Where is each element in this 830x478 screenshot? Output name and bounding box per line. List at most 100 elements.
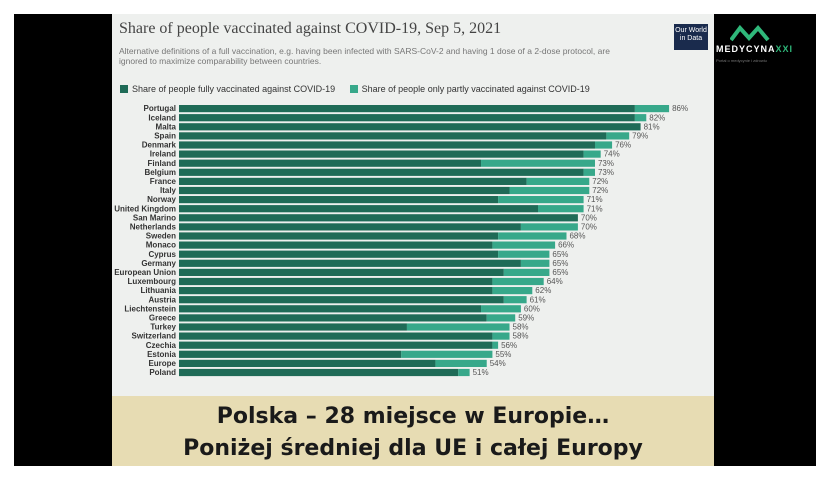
bar-fully-vaccinated — [179, 141, 595, 149]
bar-fully-vaccinated — [179, 105, 635, 113]
bar-fully-vaccinated — [179, 177, 527, 185]
bar-fully-vaccinated — [179, 305, 482, 313]
value-label: 65% — [552, 250, 568, 259]
value-label: 51% — [473, 368, 489, 377]
bar-fully-vaccinated — [179, 368, 459, 377]
category-label: Luxembourg — [128, 277, 177, 286]
value-label: 79% — [632, 132, 648, 141]
category-label: Switzerland — [132, 332, 177, 341]
caption-banner: Polska – 28 miejsce w Europie… Poniżej ś… — [112, 396, 714, 466]
value-label: 55% — [495, 350, 511, 359]
bar-partly-vaccinated — [634, 114, 647, 122]
bar-partly-vaccinated — [520, 223, 578, 231]
category-label: Finland — [148, 159, 177, 168]
value-label: 66% — [558, 241, 574, 250]
category-label: Germany — [141, 259, 176, 268]
bar-fully-vaccinated — [179, 250, 499, 258]
bar-partly-vaccinated — [481, 159, 595, 167]
legend-label-partly: Share of people only partly vaccinated a… — [361, 84, 590, 94]
bar-partly-vaccinated — [509, 186, 590, 195]
value-label: 71% — [587, 195, 603, 204]
caption-line-2: Poniżej średniej dla UE i całej Europy — [183, 436, 643, 461]
bar-partly-vaccinated — [520, 259, 550, 267]
bar-partly-vaccinated — [406, 323, 510, 331]
value-label: 72% — [592, 177, 608, 186]
bar-partly-vaccinated — [492, 341, 499, 349]
legend-swatch-partly — [349, 85, 358, 93]
bar-fully-vaccinated — [179, 259, 521, 267]
legend-swatch-fully — [120, 85, 128, 93]
value-label: 58% — [513, 332, 529, 341]
bar-partly-vaccinated — [538, 205, 584, 213]
bar-partly-vaccinated — [498, 196, 584, 204]
brand-name: MEDYCYNAXXI — [716, 44, 794, 54]
category-label: Turkey — [150, 323, 176, 332]
value-label: 70% — [581, 223, 597, 232]
legend-item-fully: Share of people fully vaccinated against… — [120, 84, 335, 94]
category-label: Europe — [148, 359, 176, 368]
bar-partly-vaccinated — [583, 150, 601, 158]
category-label: Cyprus — [148, 250, 176, 259]
bar-partly-vaccinated — [498, 250, 550, 258]
chart-legend: Share of people fully vaccinated against… — [120, 84, 602, 95]
chart-title: Share of people vaccinated against COVID… — [119, 20, 502, 37]
value-label: 65% — [552, 259, 568, 268]
bar-fully-vaccinated — [179, 350, 402, 358]
category-label: Denmark — [142, 141, 177, 150]
value-label: 81% — [644, 122, 660, 131]
value-label: 72% — [592, 186, 608, 195]
bar-fully-vaccinated — [179, 268, 504, 276]
category-label: Lithuania — [140, 286, 176, 295]
category-label: France — [150, 177, 177, 186]
value-label: 74% — [604, 150, 620, 159]
brand-mountain-icon — [730, 24, 770, 42]
value-label: 54% — [490, 359, 506, 368]
value-label: 70% — [581, 213, 597, 222]
bar-partly-vaccinated — [634, 105, 670, 113]
value-label: 82% — [649, 113, 665, 122]
category-label: Norway — [147, 195, 176, 204]
bar-fully-vaccinated — [179, 287, 493, 295]
value-label: 58% — [513, 323, 529, 332]
bar-partly-vaccinated — [492, 332, 510, 340]
bar-fully-vaccinated — [179, 296, 504, 304]
category-label: United Kingdom — [114, 204, 176, 213]
bar-fully-vaccinated — [179, 332, 493, 340]
category-label: Iceland — [148, 113, 176, 122]
bar-fully-vaccinated — [179, 186, 510, 195]
bar-partly-vaccinated — [526, 177, 590, 185]
bar-chart: Portugal 86% Iceland 82% Malta 81% Spain 79% Den… — [114, 104, 688, 377]
bar-fully-vaccinated — [179, 123, 641, 131]
category-label: Austria — [148, 295, 176, 304]
bar-partly-vaccinated — [492, 277, 544, 286]
category-label: European Union — [114, 268, 176, 277]
category-label: Malta — [156, 122, 177, 131]
bar-fully-vaccinated — [179, 277, 493, 286]
bar-partly-vaccinated — [435, 359, 487, 367]
bar-partly-vaccinated — [481, 305, 521, 313]
bar-fully-vaccinated — [179, 214, 578, 222]
bar-fully-vaccinated — [179, 168, 584, 176]
slide: Share of people vaccinated against COVID… — [112, 14, 714, 466]
value-label: 76% — [615, 141, 631, 150]
chart-subtitle: Alternative definitions of a full vaccin… — [119, 46, 610, 66]
bar-fully-vaccinated — [179, 359, 436, 367]
legend-item-partly: Share of people only partly vaccinated a… — [349, 84, 590, 94]
bar-fully-vaccinated — [179, 223, 521, 231]
value-label: 61% — [530, 295, 546, 304]
bar-fully-vaccinated — [179, 341, 493, 349]
bar-partly-vaccinated — [503, 296, 527, 304]
bar-fully-vaccinated — [179, 196, 499, 204]
value-label: 65% — [552, 268, 568, 277]
caption-line-1: Polska – 28 miejsce w Europie… — [216, 404, 610, 429]
bar-partly-vaccinated — [594, 141, 613, 149]
value-label: 73% — [598, 168, 614, 177]
value-label: 68% — [569, 232, 585, 241]
value-label: 60% — [524, 304, 540, 313]
bar-partly-vaccinated — [486, 314, 516, 322]
bar-fully-vaccinated — [179, 323, 407, 331]
category-label: San Marino — [133, 213, 176, 222]
bar-fully-vaccinated — [179, 159, 482, 167]
value-label: 56% — [501, 341, 517, 350]
value-label: 71% — [587, 204, 603, 213]
